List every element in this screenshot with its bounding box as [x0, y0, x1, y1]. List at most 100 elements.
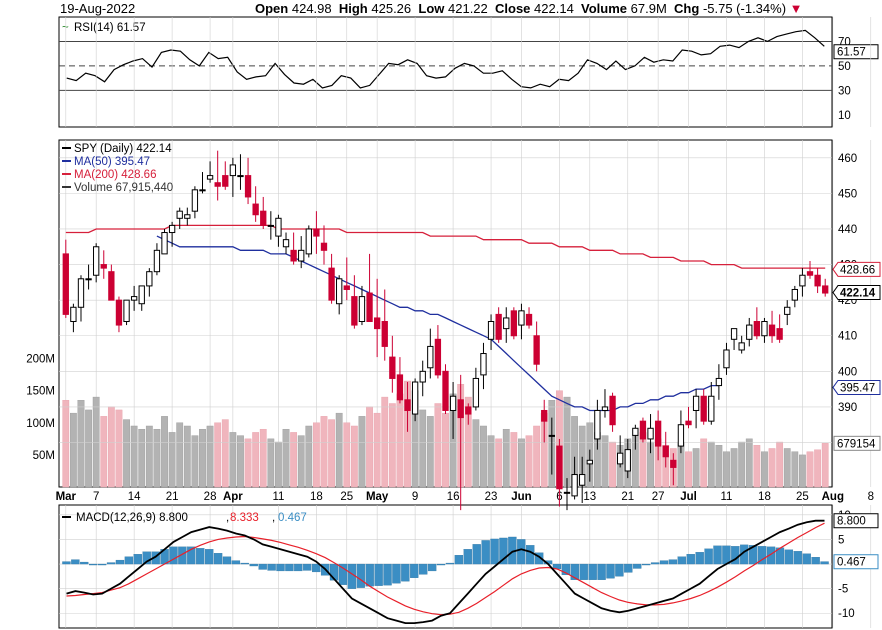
volume-bar: [206, 425, 214, 488]
price-tick-label: 410: [838, 331, 857, 343]
candle-body: [806, 271, 814, 276]
volume-bar: [145, 425, 153, 488]
candle-body: [62, 253, 69, 315]
hist-legend: 0.467: [278, 512, 307, 524]
volume-bar: [434, 403, 442, 488]
volume-bar: [806, 451, 814, 488]
volume-bar: [707, 441, 715, 488]
candle-body: [822, 285, 829, 294]
candle-body: [617, 452, 624, 465]
candle-body: [336, 278, 343, 305]
legend-entry: Volume 67,915,440: [74, 182, 173, 194]
rsi-panel-frame: [58, 16, 833, 128]
rsi-tick-label: 30: [838, 85, 851, 97]
candle-body: [93, 246, 100, 276]
volume-bar: [161, 416, 168, 488]
candle-body: [373, 317, 381, 330]
macd-hist-bar: [133, 554, 142, 565]
candle-body: [275, 217, 282, 237]
macd-hist-bar: [436, 563, 446, 566]
volume-bar: [745, 438, 753, 488]
volume-bar: [335, 412, 343, 488]
macd-hist-bar: [240, 562, 249, 565]
volume-bar: [821, 443, 829, 488]
volume-current-label: 679154: [837, 438, 876, 450]
price-tick-label: 440: [838, 224, 857, 236]
candle-body: [229, 164, 237, 177]
candle-body: [70, 306, 77, 323]
volume-bar: [320, 416, 328, 488]
candle-body: [282, 239, 290, 248]
candle-body: [199, 189, 206, 192]
candle-body: [662, 445, 669, 458]
volume-bar: [191, 435, 199, 488]
macd-hist-bar: [338, 563, 348, 585]
candle-body: [692, 395, 700, 411]
candle-body: [548, 434, 555, 437]
volume-bar: [768, 448, 776, 488]
volume-bar: [259, 428, 267, 488]
volume-bar: [700, 438, 708, 488]
candle-body: [411, 381, 419, 415]
candle-body: [206, 175, 214, 180]
volume-bar: [305, 425, 313, 488]
macd-hist-bar: [561, 563, 571, 576]
x-tick-label: 7: [93, 491, 99, 503]
price-tick-label: 400: [838, 366, 857, 378]
candle-body: [814, 274, 821, 287]
candle-body: [153, 249, 161, 273]
candle-body: [161, 232, 168, 255]
volume-label: Volume: [581, 1, 628, 16]
volume-bar: [373, 412, 381, 488]
volume-bar: [328, 419, 335, 488]
volume-bar: [776, 441, 784, 488]
candle-body: [465, 406, 472, 415]
macd-hist-bar: [517, 539, 526, 565]
volume-current-box: [833, 435, 881, 451]
volume-bar: [290, 432, 298, 488]
x-tick-label: 16: [447, 491, 460, 503]
legend-entry: SPY (Daily) 422.14: [74, 143, 172, 155]
candle-body: [168, 224, 176, 234]
x-tick-label: 18: [310, 491, 323, 503]
hist-current-label: 0.467: [837, 557, 866, 569]
high-value: 425.26: [371, 1, 412, 16]
price-tick-label: 460: [838, 153, 857, 165]
candle-body: [685, 420, 692, 426]
macd-hist-bar: [222, 556, 232, 565]
volume-bar: [92, 396, 100, 488]
macd-tick-label: -10: [838, 608, 855, 620]
x-tick-label: 14: [128, 491, 141, 503]
x-tick-label: Jul: [680, 491, 697, 503]
volume-bar: [426, 416, 434, 488]
volume-bar: [221, 419, 229, 488]
candle-body: [518, 310, 525, 326]
close-label: Close: [495, 1, 531, 16]
candle-body: [214, 182, 221, 187]
volume-tick-label: 50M: [33, 450, 55, 462]
volume-bar: [275, 441, 282, 488]
volume-bar: [115, 409, 123, 488]
volume-bar: [229, 432, 237, 488]
macd-hist-bar: [169, 546, 178, 565]
close-price-tag-box: [832, 285, 881, 301]
candle-body: [138, 285, 145, 305]
candle-body: [510, 310, 518, 337]
x-tick-label: 21: [621, 491, 634, 503]
macd-hist-bar: [624, 563, 633, 573]
open-label: Open: [255, 1, 289, 16]
volume-bar: [153, 428, 161, 488]
candle-body: [298, 249, 305, 262]
candle-body: [320, 242, 328, 251]
volume-bar: [107, 406, 115, 488]
volume-bar: [533, 425, 541, 488]
macd-hist-bar: [659, 560, 669, 565]
macd-hist-bar: [267, 563, 276, 571]
macd-hist-bar: [766, 546, 776, 565]
candle-body: [579, 474, 586, 486]
macd-hist-bar: [757, 546, 767, 565]
volume-bar: [381, 396, 389, 488]
candle-body: [290, 249, 297, 262]
